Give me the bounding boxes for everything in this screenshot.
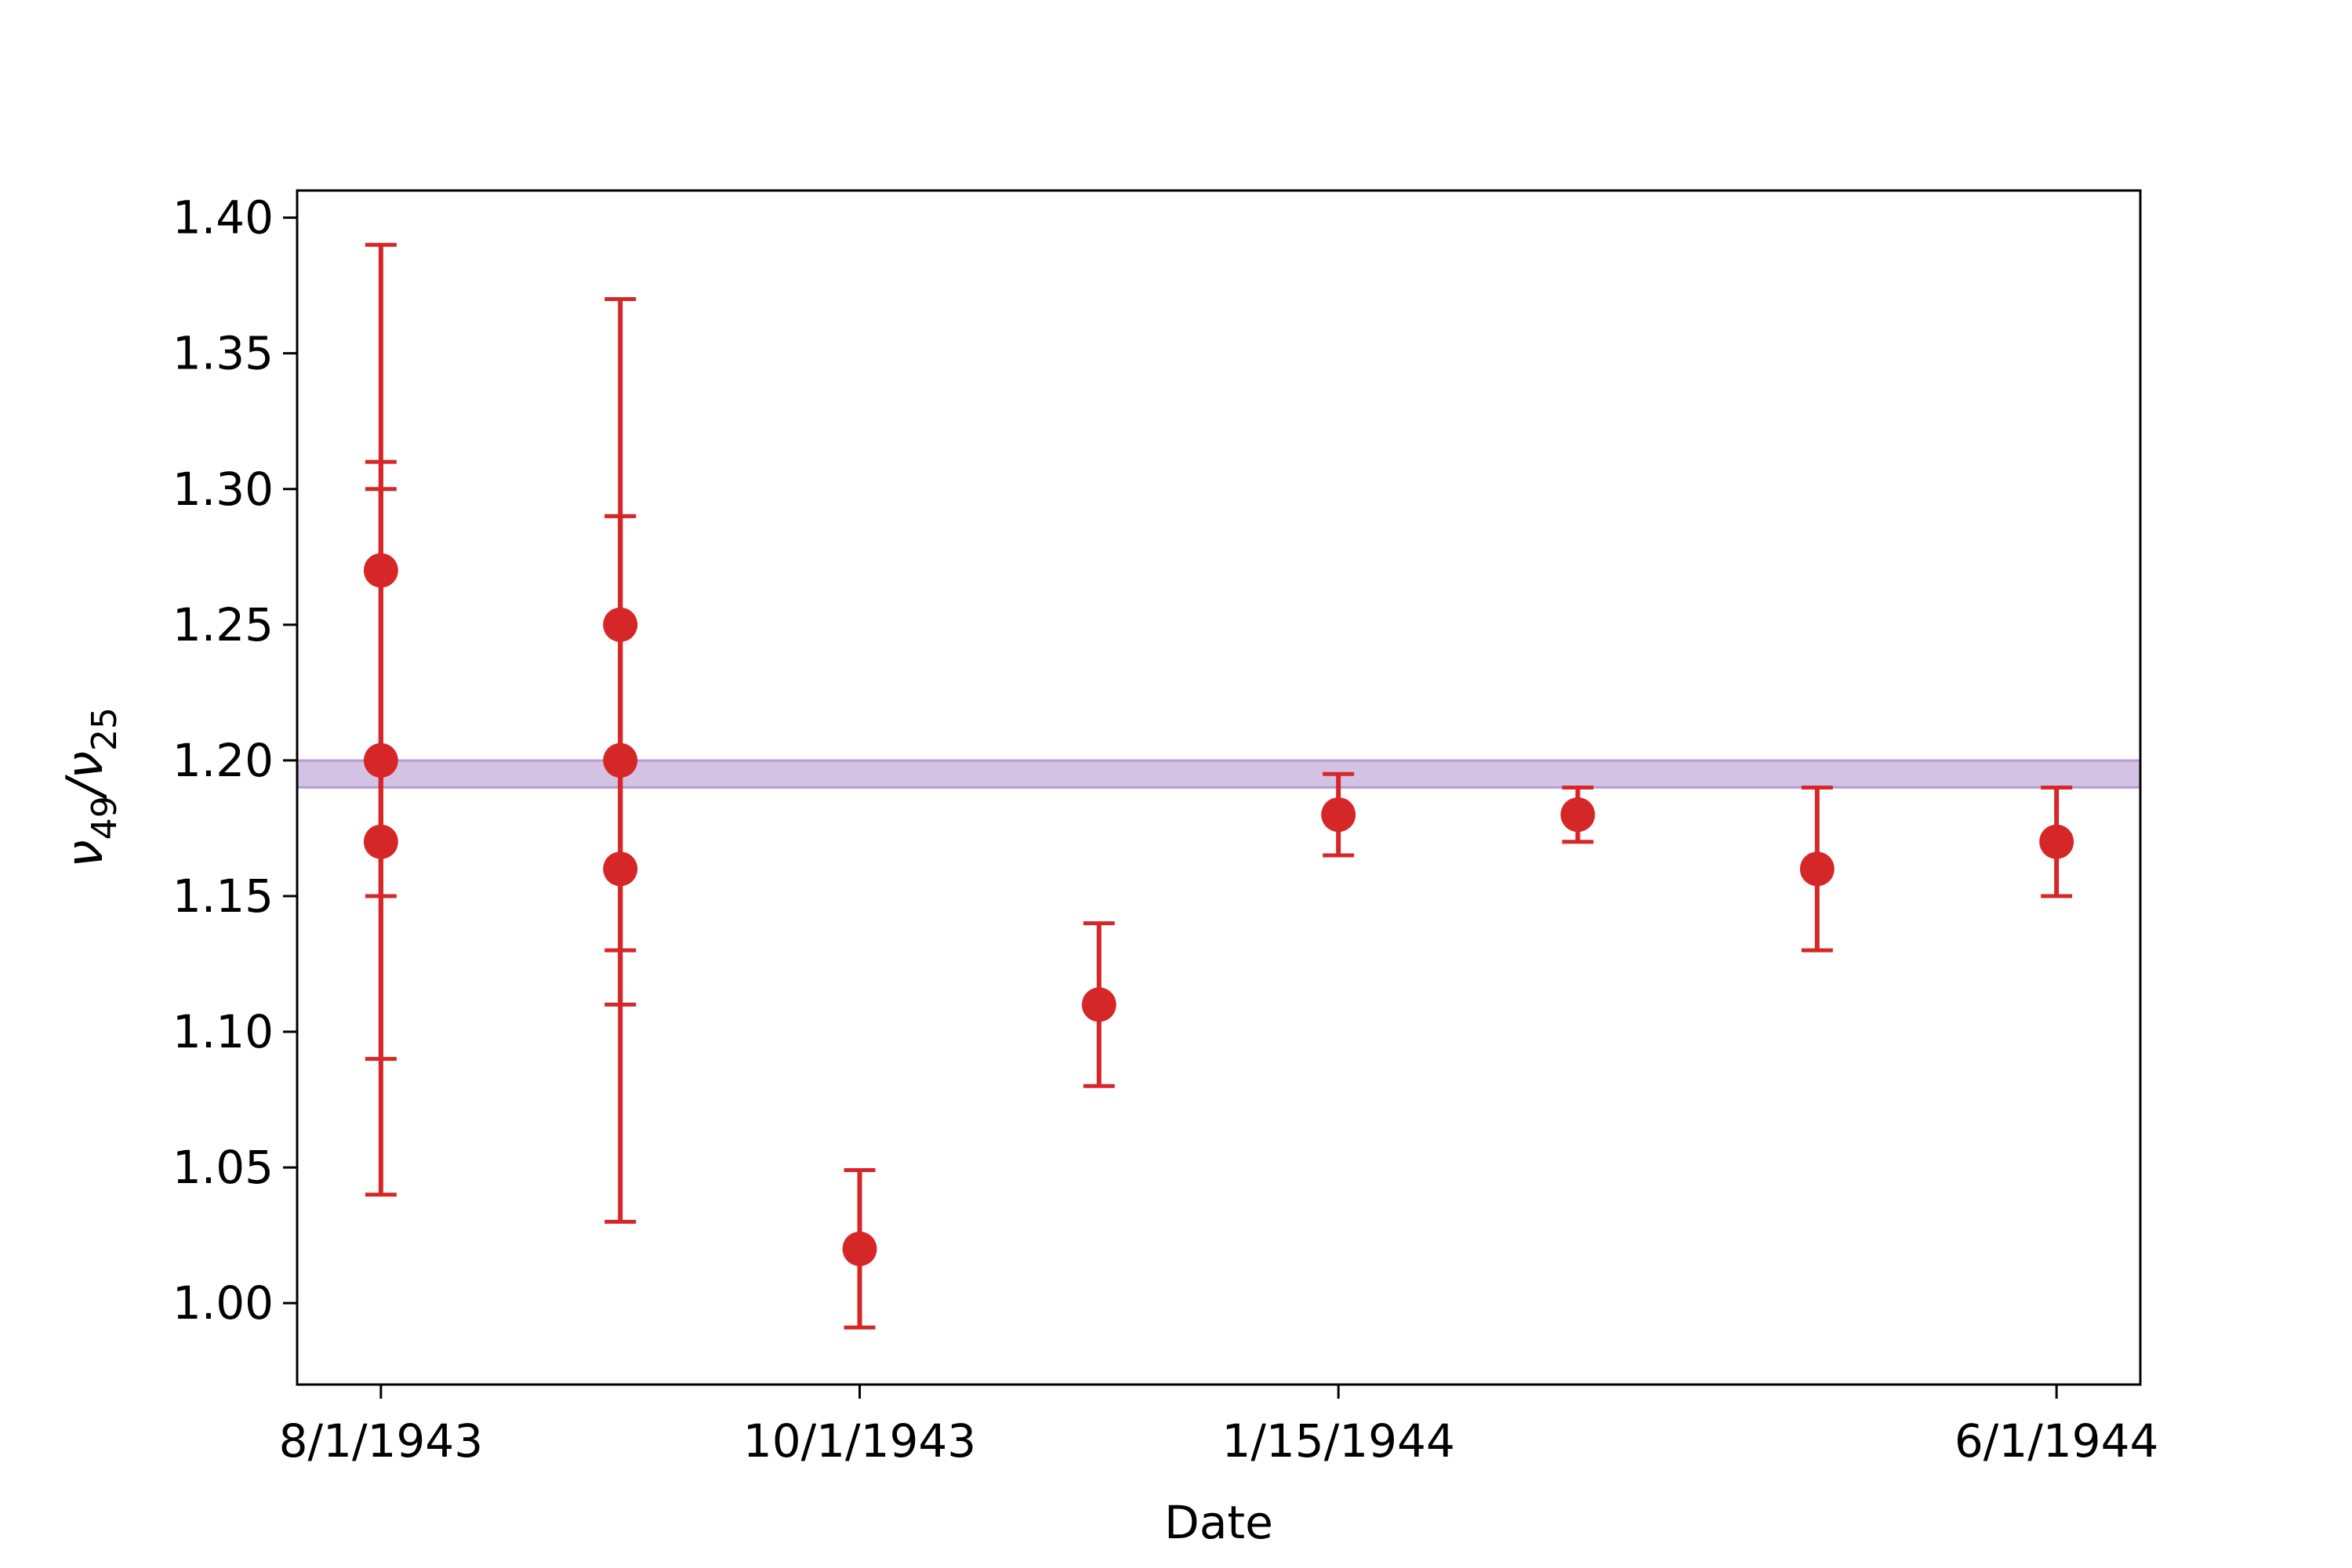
- data-point-11: [2039, 786, 2074, 898]
- data-marker: [1560, 797, 1595, 833]
- data-marker: [363, 824, 398, 859]
- data-points-layer: [363, 242, 2074, 1330]
- y-tick-label-3: 1.15: [172, 869, 274, 923]
- x-axis-ticks: 8/1/1943 10/1/1943 1/15/1944 6/1/1944: [279, 1385, 2159, 1468]
- y-label-nu-1: ν: [56, 840, 114, 868]
- reference-band: [297, 760, 2140, 788]
- y-tick-label-0: 1.00: [172, 1276, 274, 1330]
- y-axis-label: ν49/ν25: [56, 707, 125, 868]
- data-point-5: [603, 514, 638, 1224]
- reference-band-layer: [297, 759, 2140, 789]
- x-tick-label-1: 10/1/1943: [743, 1414, 976, 1468]
- y-tick-label-6: 1.30: [172, 463, 274, 516]
- y-tick-label-5: 1.25: [172, 598, 274, 652]
- data-marker: [2039, 824, 2074, 859]
- y-label-sub-2: 25: [85, 707, 125, 751]
- x-tick-label-0: 8/1/1943: [279, 1414, 484, 1468]
- x-axis-label: Date: [1164, 1496, 1273, 1549]
- data-marker: [603, 851, 638, 887]
- y-axis-ticks: 1.00 1.05 1.10 1.15 1.20 1.25 1.30 1.35 1.40: [172, 191, 297, 1330]
- data-point-8: [1321, 771, 1356, 858]
- data-marker: [1799, 851, 1835, 887]
- data-point-2: [363, 487, 398, 1197]
- data-point-6: [842, 1168, 877, 1330]
- data-point-9: [1560, 786, 1595, 844]
- data-point-7: [1081, 921, 1116, 1088]
- y-tick-label-2: 1.10: [172, 1005, 274, 1058]
- y-label-sub-1: 49: [85, 796, 125, 840]
- y-label-nu-2: ν: [56, 751, 114, 779]
- data-marker: [842, 1231, 877, 1266]
- data-marker: [1321, 797, 1356, 833]
- plot-frame: [296, 189, 2142, 1386]
- y-tick-label-7: 1.35: [172, 327, 274, 380]
- y-tick-label-8: 1.40: [172, 191, 274, 245]
- y-tick-label-4: 1.20: [172, 734, 274, 787]
- data-point-10: [1799, 786, 1835, 953]
- x-tick-label-2: 1/15/1944: [1221, 1414, 1454, 1468]
- data-marker: [1081, 987, 1116, 1022]
- y-tick-label-1: 1.05: [172, 1141, 274, 1194]
- x-tick-label-3: 6/1/1944: [1955, 1414, 2159, 1468]
